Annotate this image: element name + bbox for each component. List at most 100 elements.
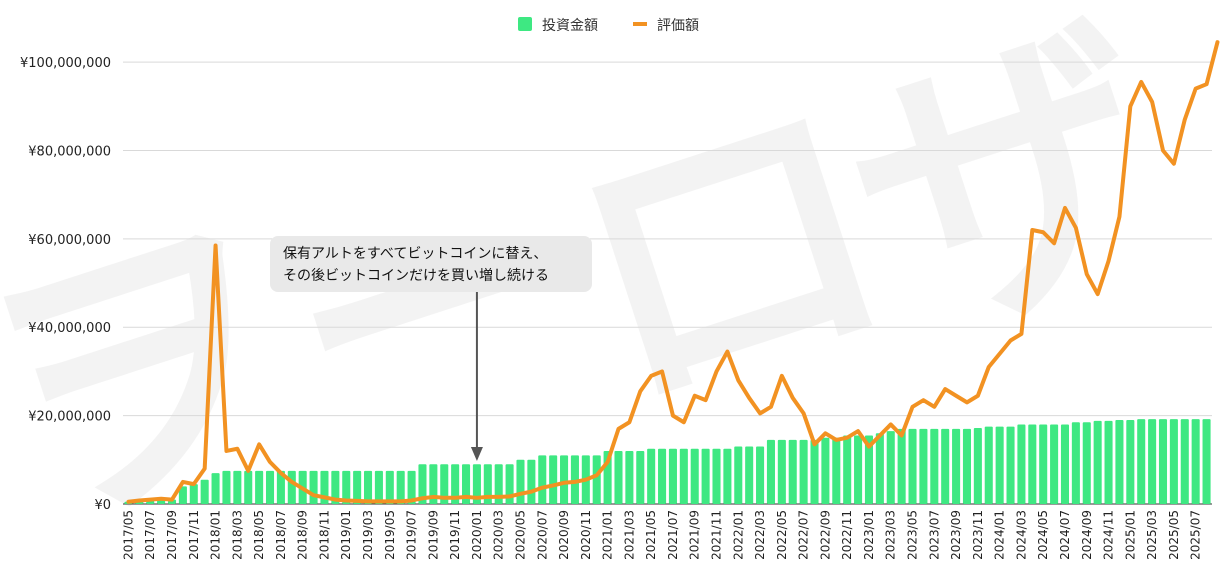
y-tick-label: ¥0	[94, 498, 111, 513]
investment-bar	[385, 470, 394, 504]
valuation-line	[126, 40, 1220, 504]
investment-bar	[233, 470, 242, 504]
investment-bar	[309, 470, 318, 504]
x-tick-label: 2023/05	[906, 510, 920, 560]
investment-bar	[734, 446, 743, 504]
x-tick-label: 2018/03	[230, 510, 244, 560]
x-tick-label: 2023/11	[971, 510, 985, 560]
investment-bar	[690, 448, 699, 504]
x-tick-label: 2017/09	[165, 510, 179, 560]
annotation: 保有アルトをすべてビットコインに替え、その後ビットコインだけを買い増し続ける	[270, 236, 592, 461]
investment-bar	[538, 455, 547, 504]
x-tick-label: 2019/05	[383, 510, 397, 560]
investment-bar	[679, 448, 688, 504]
investment-bar	[222, 470, 231, 504]
investment-bar	[1115, 420, 1124, 504]
x-tick-label: 2017/05	[121, 510, 135, 560]
x-tick-label: 2024/01	[993, 510, 1007, 560]
investment-bar	[462, 464, 471, 504]
investment-bar	[788, 439, 797, 504]
investment-bar	[1017, 424, 1026, 504]
x-tick-label: 2021/01	[601, 510, 615, 560]
x-tick-label: 2019/01	[339, 510, 353, 560]
investment-bar	[952, 428, 961, 504]
investment-bar	[494, 464, 503, 504]
x-tick-label: 2023/01	[862, 510, 876, 560]
investment-bar	[244, 470, 253, 504]
x-tick-label: 2021/07	[666, 510, 680, 560]
investment-bar	[211, 473, 220, 504]
x-tick-label: 2021/09	[688, 510, 702, 560]
investment-bar	[1169, 419, 1178, 504]
investment-bar	[1082, 422, 1091, 504]
investment-bar	[440, 464, 449, 504]
investment-bar	[777, 439, 786, 504]
investment-bar	[396, 470, 405, 504]
x-tick-label: 2020/09	[557, 510, 571, 560]
investment-bar	[919, 428, 928, 504]
x-tick-label: 2020/07	[535, 510, 549, 560]
x-tick-label: 2025/01	[1123, 510, 1137, 560]
investment-bar	[265, 470, 275, 504]
x-tick-label: 2019/11	[448, 510, 462, 560]
investment-bar	[560, 455, 569, 504]
x-tick-label: 2018/07	[274, 510, 288, 560]
x-tick-label: 2022/01	[731, 510, 745, 560]
investment-bar	[189, 484, 198, 504]
investment-bar	[451, 464, 460, 504]
investment-bar	[962, 428, 972, 504]
investment-bar	[832, 437, 841, 504]
investment-bar	[854, 435, 863, 504]
x-tick-label: 2024/11	[1102, 510, 1116, 560]
investment-bar	[276, 470, 285, 504]
x-tick-label: 2023/09	[949, 510, 963, 560]
investment-bar	[178, 486, 187, 504]
investment-bar	[973, 427, 982, 504]
x-tick-label: 2022/11	[840, 510, 854, 560]
investment-bar	[592, 455, 601, 504]
x-tick-label: 2024/03	[1014, 510, 1028, 560]
investment-bar	[745, 446, 754, 504]
x-tick-label: 2018/01	[209, 510, 223, 560]
x-tick-label: 2017/11	[187, 510, 201, 560]
valuation-line-layer	[126, 40, 1220, 504]
annotation-box	[270, 236, 592, 292]
legend[interactable]: 投資金額 評価額	[518, 17, 699, 34]
investment-bars	[124, 419, 1211, 504]
legend-swatch	[633, 22, 647, 26]
investment-bar	[483, 464, 492, 504]
investment-bar	[1028, 424, 1037, 504]
investment-bar	[363, 470, 373, 504]
y-tick-label: ¥40,000,000	[28, 321, 111, 336]
investment-bar	[353, 470, 362, 504]
investment-bar	[941, 428, 950, 504]
investment-bar	[429, 464, 438, 504]
investment-bar	[897, 428, 906, 504]
investment-bar	[1071, 422, 1080, 504]
investment-bar	[984, 426, 993, 504]
x-tick-label: 2018/11	[317, 510, 331, 560]
x-tick-label: 2021/03	[622, 510, 636, 560]
investment-bar	[908, 428, 917, 504]
investment-bar	[200, 479, 209, 504]
investment-bar	[647, 448, 656, 504]
annotation-text: 保有アルトをすべてビットコインに替え、	[283, 246, 547, 262]
investment-bar	[472, 464, 481, 504]
investment-bar	[930, 428, 939, 504]
x-tick-label: 2019/03	[361, 510, 375, 560]
legend-item-valuation[interactable]: 評価額	[633, 18, 699, 34]
investment-bar	[331, 470, 340, 504]
investment-bar	[1006, 426, 1015, 504]
investment-bar	[255, 470, 264, 504]
investment-bar	[723, 448, 732, 504]
x-tick-label: 2020/11	[579, 510, 593, 560]
axes: ¥0 ¥20,000,000 ¥40,000,000 ¥60,000,000 ¥80,0…	[20, 56, 1203, 560]
investment-bar	[701, 448, 710, 504]
investment-bar	[712, 448, 721, 504]
x-tick-label: 2020/03	[492, 510, 506, 560]
x-tick-label: 2024/05	[1036, 510, 1050, 560]
x-tick-label: 2024/09	[1080, 510, 1094, 560]
x-tick-label: 2022/07	[797, 510, 811, 560]
legend-item-investment[interactable]: 投資金額	[518, 17, 598, 34]
